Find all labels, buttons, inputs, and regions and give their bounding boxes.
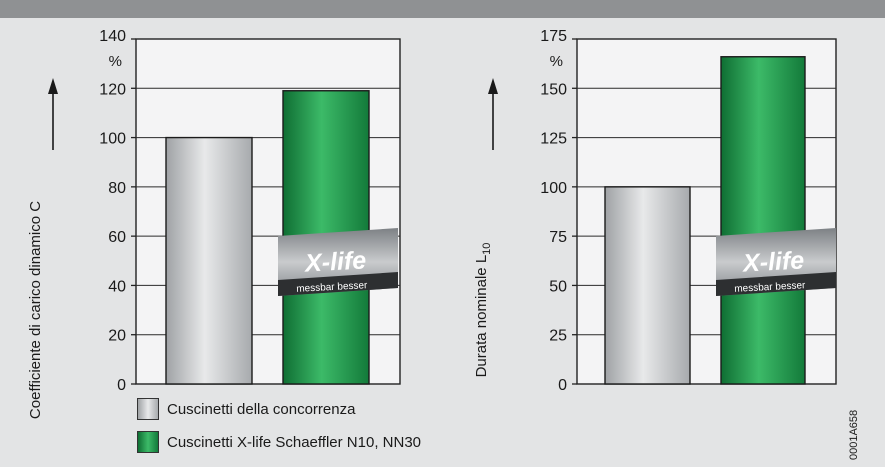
legend-swatch-grey: [137, 398, 159, 420]
y-tick-label: 125: [540, 131, 567, 148]
unit-label: %: [109, 53, 122, 70]
bar-competitor: [165, 136, 253, 385]
legend-item-xlife: Cuscinetti X-life Schaeffler N10, NN30: [137, 431, 421, 453]
y-tick-label: 50: [549, 278, 567, 295]
legend-item-competitor: Cuscinetti della concorrenza: [137, 398, 355, 420]
logo-text: X-life: [302, 246, 367, 277]
y-tick-label: 175: [540, 28, 567, 45]
logo-subtext: messbar besser: [296, 280, 368, 295]
logo-strip: [278, 272, 398, 296]
chart-panel-1: 0 20 40 60 80 100 120 140% X-life messbar besser C…: [27, 28, 401, 419]
logo-text: X-life: [740, 246, 805, 277]
unit-label: %: [550, 53, 563, 70]
top-band: [0, 0, 885, 18]
y-axis-label: Coefficiente di carico dinamico C: [27, 201, 44, 419]
y-tick-label: 120: [99, 81, 126, 98]
y-tick-label: 20: [108, 328, 126, 345]
y-tick-label: 100: [540, 180, 567, 197]
y-tick-label: 0: [558, 377, 567, 394]
y-axis-arrow-head: [48, 78, 58, 94]
y-tick-label: 80: [108, 180, 126, 197]
y-tick-label: 60: [108, 229, 126, 246]
y-axis-label: Durata nominale L10: [473, 243, 493, 378]
legend-label-xlife: Cuscinetti X-life Schaeffler N10, NN30: [167, 433, 422, 451]
y-tick-label: 140: [99, 28, 126, 45]
y-tick-label: 150: [540, 81, 567, 98]
bar-xlife: [720, 56, 806, 385]
legend-swatch-green: [137, 431, 159, 453]
y-axis-label-main: Durata nominale L: [473, 255, 490, 378]
y-tick-label: 75: [549, 229, 567, 246]
y-tick-label: 100: [99, 131, 126, 148]
xlife-logo: X-life messbar besser: [716, 228, 836, 296]
legend-label-competitor: Cuscinetti della concorrenza: [167, 400, 356, 418]
chart-panel-2: 0 25 50 75 100 125 150 175% X-life messbar besser…: [473, 28, 837, 394]
bar-competitor: [604, 186, 691, 385]
xlife-logo: X-life messbar besser: [278, 228, 398, 296]
y-tick-label: 0: [117, 377, 126, 394]
y-tick-label: 40: [108, 278, 126, 295]
logo-strip: [716, 272, 836, 296]
figure-code: 0001A658: [848, 409, 860, 460]
y-axis-label-subscript: 10: [481, 243, 493, 255]
logo-subtext: messbar besser: [734, 280, 806, 295]
y-tick-label: 25: [549, 328, 567, 345]
y-axis-arrow-head: [488, 78, 498, 94]
